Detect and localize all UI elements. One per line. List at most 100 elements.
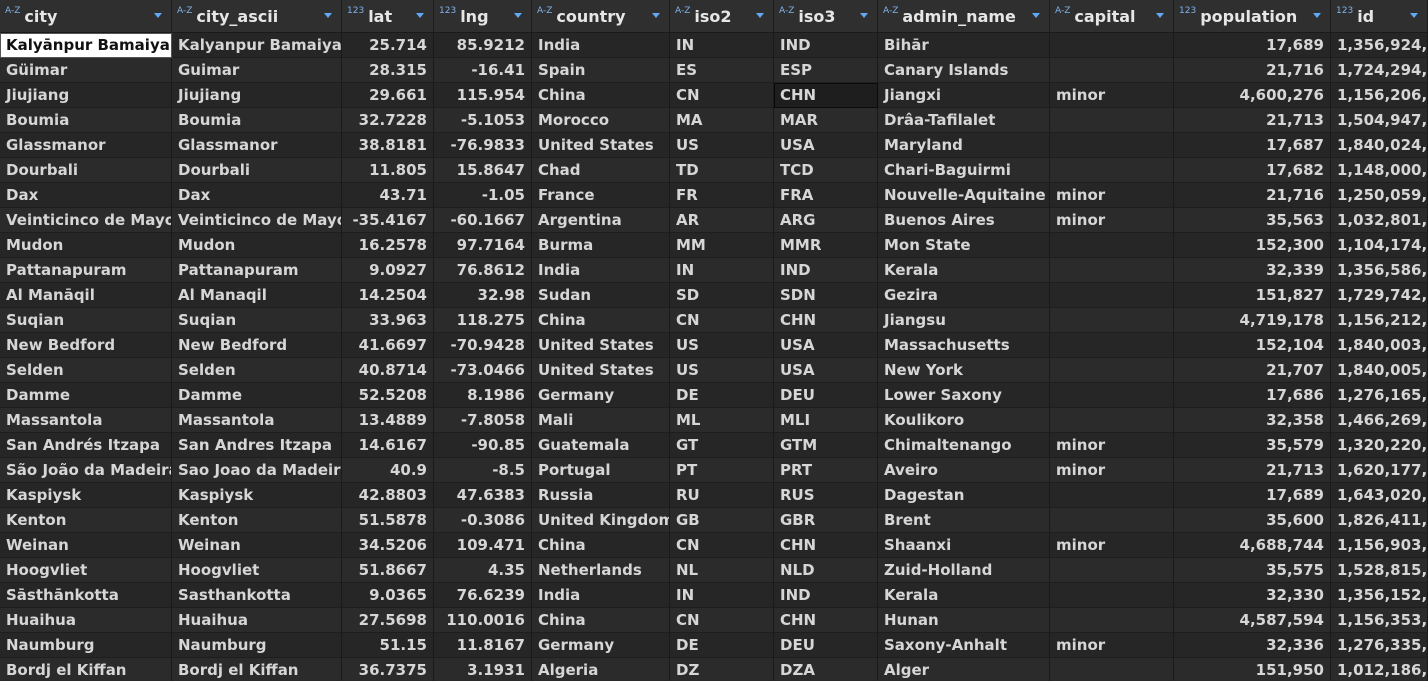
cell-iso3[interactable]: IND xyxy=(774,258,878,283)
column-header-admin-name[interactable]: A-Z admin_name xyxy=(878,0,1050,32)
cell-admin-name[interactable]: Dagestan xyxy=(878,483,1050,508)
cell-city-ascii[interactable]: Weinan xyxy=(172,533,342,558)
cell-iso2[interactable]: US xyxy=(670,333,774,358)
table-row[interactable]: Dourbali Dourbali 11.805 15.8647 Chad TD TCD Ch… xyxy=(0,158,1428,183)
cell-population[interactable]: 32,358 xyxy=(1174,408,1331,433)
cell-iso3[interactable]: CHN xyxy=(774,533,878,558)
cell-lat[interactable]: 29.661 xyxy=(342,83,434,108)
cell-lng[interactable]: -5.1053 xyxy=(434,108,532,133)
cell-admin-name[interactable]: Zuid-Holland xyxy=(878,558,1050,583)
cell-lat[interactable]: -35.4167 xyxy=(342,208,434,233)
cell-lng[interactable]: 8.1986 xyxy=(434,383,532,408)
cell-id[interactable]: 1,729,742,5 xyxy=(1331,283,1428,308)
cell-iso3[interactable]: USA xyxy=(774,358,878,383)
cell-iso2[interactable]: TD xyxy=(670,158,774,183)
cell-country[interactable]: Algeria xyxy=(532,658,670,681)
cell-iso2[interactable]: DE xyxy=(670,633,774,658)
cell-id[interactable]: 1,032,801,7 xyxy=(1331,208,1428,233)
cell-country[interactable]: Spain xyxy=(532,58,670,83)
cell-iso3[interactable]: SDN xyxy=(774,283,878,308)
cell-iso3[interactable]: CHN xyxy=(774,608,878,633)
cell-population[interactable]: 17,687 xyxy=(1174,133,1331,158)
cell-city-ascii[interactable]: Kenton xyxy=(172,508,342,533)
cell-iso2[interactable]: GT xyxy=(670,433,774,458)
cell-city[interactable]: Mudon xyxy=(0,233,172,258)
cell-city[interactable]: Al Manāqil xyxy=(0,283,172,308)
cell-city[interactable]: Jiujiang xyxy=(0,83,172,108)
table-row[interactable]: Weinan Weinan 34.5206 109.471 China CN CHN Shaa… xyxy=(0,533,1428,558)
cell-city-ascii[interactable]: Bordj el Kiffan xyxy=(172,658,342,681)
cell-id[interactable]: 1,156,353,4 xyxy=(1331,608,1428,633)
column-header-lng[interactable]: 123 lng xyxy=(434,0,532,32)
cell-iso2[interactable]: ML xyxy=(670,408,774,433)
table-row[interactable]: Veinticinco de Mayo Veinticinco de Mayo -3… xyxy=(0,208,1428,233)
cell-city[interactable]: Kenton xyxy=(0,508,172,533)
cell-id[interactable]: 1,840,005,0 xyxy=(1331,358,1428,383)
cell-city[interactable]: San Andrés Itzapa xyxy=(0,433,172,458)
sort-dropdown-icon[interactable] xyxy=(1410,13,1418,18)
cell-admin-name[interactable]: Alger xyxy=(878,658,1050,681)
cell-city[interactable]: New Bedford xyxy=(0,333,172,358)
cell-iso3[interactable]: IND xyxy=(774,583,878,608)
cell-lng[interactable]: 109.471 xyxy=(434,533,532,558)
cell-country[interactable]: China xyxy=(532,308,670,333)
sort-dropdown-icon[interactable] xyxy=(416,13,424,18)
cell-id[interactable]: 1,356,924,8 xyxy=(1331,33,1428,58)
sort-dropdown-icon[interactable] xyxy=(154,13,162,18)
cell-iso3[interactable]: GBR xyxy=(774,508,878,533)
cell-city-ascii[interactable]: San Andres Itzapa xyxy=(172,433,342,458)
cell-iso2[interactable]: US xyxy=(670,133,774,158)
cell-iso2[interactable]: IN xyxy=(670,33,774,58)
cell-admin-name[interactable]: Koulikoro xyxy=(878,408,1050,433)
cell-iso2[interactable]: NL xyxy=(670,558,774,583)
cell-iso3[interactable]: RUS xyxy=(774,483,878,508)
cell-iso3[interactable]: DZA xyxy=(774,658,878,681)
cell-lat[interactable]: 43.71 xyxy=(342,183,434,208)
cell-iso2[interactable]: PT xyxy=(670,458,774,483)
cell-capital[interactable] xyxy=(1050,133,1174,158)
cell-city[interactable]: Boumia xyxy=(0,108,172,133)
cell-country[interactable]: Germany xyxy=(532,383,670,408)
cell-id[interactable]: 1,320,220,8 xyxy=(1331,433,1428,458)
cell-id[interactable]: 1,250,059,7 xyxy=(1331,183,1428,208)
cell-population[interactable]: 152,104 xyxy=(1174,333,1331,358)
cell-city[interactable]: Güimar xyxy=(0,58,172,83)
sort-dropdown-icon[interactable] xyxy=(860,13,868,18)
cell-iso3[interactable]: MAR xyxy=(774,108,878,133)
cell-iso2[interactable]: CN xyxy=(670,308,774,333)
cell-city-ascii[interactable]: New Bedford xyxy=(172,333,342,358)
cell-id[interactable]: 1,276,335,2 xyxy=(1331,633,1428,658)
cell-id[interactable]: 1,643,020,5 xyxy=(1331,483,1428,508)
cell-population[interactable]: 151,950 xyxy=(1174,658,1331,681)
table-row[interactable]: Massantola Massantola 13.4889 -7.8058 Mali ML… xyxy=(0,408,1428,433)
cell-population[interactable]: 21,716 xyxy=(1174,58,1331,83)
cell-id[interactable]: 1,012,186,1 xyxy=(1331,658,1428,681)
cell-lat[interactable]: 11.805 xyxy=(342,158,434,183)
cell-admin-name[interactable]: Hunan xyxy=(878,608,1050,633)
cell-iso2[interactable]: IN xyxy=(670,258,774,283)
table-row[interactable]: São João da Madeira Sao Joao da Madeira 40… xyxy=(0,458,1428,483)
cell-city-ascii[interactable]: Damme xyxy=(172,383,342,408)
cell-city[interactable]: Damme xyxy=(0,383,172,408)
cell-id[interactable]: 1,840,024,5 xyxy=(1331,133,1428,158)
cell-capital[interactable] xyxy=(1050,108,1174,133)
cell-id[interactable]: 1,276,165,3 xyxy=(1331,383,1428,408)
cell-admin-name[interactable]: Shaanxi xyxy=(878,533,1050,558)
cell-lng[interactable]: 97.7164 xyxy=(434,233,532,258)
cell-city-ascii[interactable]: Massantola xyxy=(172,408,342,433)
cell-id[interactable]: 1,156,206,0 xyxy=(1331,83,1428,108)
cell-iso2[interactable]: CN xyxy=(670,83,774,108)
cell-country[interactable]: Chad xyxy=(532,158,670,183)
cell-capital[interactable] xyxy=(1050,33,1174,58)
cell-id[interactable]: 1,156,903,6 xyxy=(1331,533,1428,558)
cell-lng[interactable]: -70.9428 xyxy=(434,333,532,358)
cell-capital[interactable]: minor xyxy=(1050,183,1174,208)
cell-population[interactable]: 32,330 xyxy=(1174,583,1331,608)
cell-lng[interactable]: 3.1931 xyxy=(434,658,532,681)
cell-iso3[interactable]: FRA xyxy=(774,183,878,208)
cell-city[interactable]: Weinan xyxy=(0,533,172,558)
column-header-id[interactable]: 123 id xyxy=(1331,0,1428,32)
cell-city[interactable]: Suqian xyxy=(0,308,172,333)
cell-city-ascii[interactable]: Boumia xyxy=(172,108,342,133)
cell-city[interactable]: Sāsthānkotta xyxy=(0,583,172,608)
